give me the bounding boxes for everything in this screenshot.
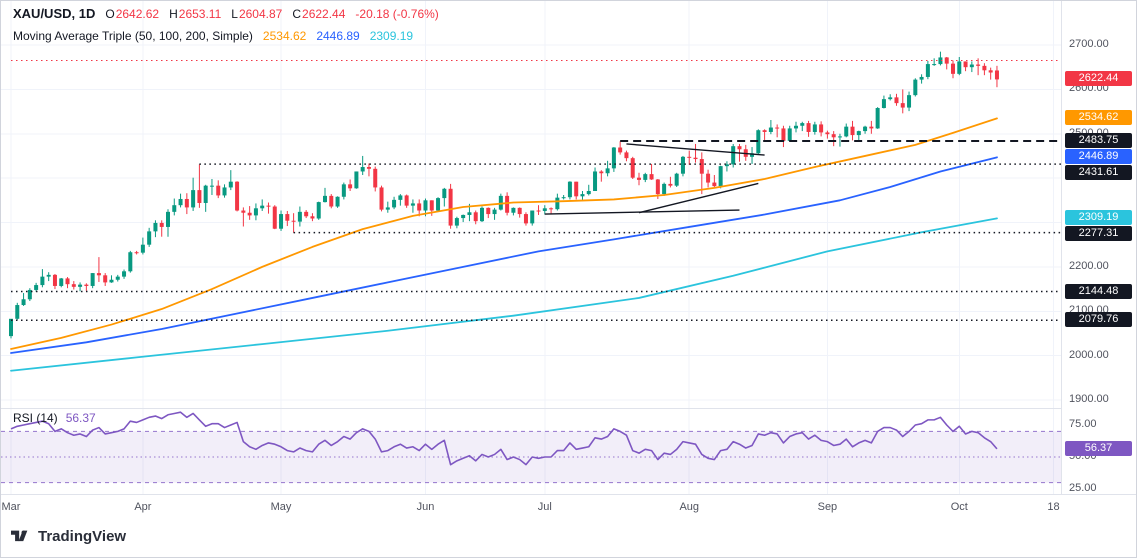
trendline[interactable] [544, 209, 740, 215]
sma100-value: 2446.89 [316, 29, 360, 43]
sma200-value: 2309.19 [369, 29, 414, 43]
time-axis[interactable]: Mar Apr May Jun Jul Aug Sep Oct 18 [1, 494, 1136, 520]
price-axis[interactable]: 2700.002600.002500.002400.002300.002200.… [1061, 1, 1136, 494]
time-label: Apr [134, 501, 152, 513]
tradingview-logo[interactable]: TradingView [11, 528, 126, 545]
rsi-line [10, 411, 998, 466]
price-badge: 2144.48 [1065, 283, 1132, 299]
price-badge: 2534.62 [1065, 110, 1132, 126]
price-badge: 2622.44 [1065, 71, 1132, 87]
ohlc-low: L 2604.87 [231, 7, 283, 21]
symbol-title[interactable]: XAU/USD, 1D [13, 6, 96, 21]
change-value: -20.18 (-0.76%) [355, 7, 439, 21]
price-badge: 2483.75 [1065, 132, 1132, 148]
ohlc-close-value: 2622.44 [302, 7, 346, 21]
main-legend: XAU/USD, 1D O 2642.62 H 2653.11 L 2604.87 C… [13, 6, 439, 52]
sma50-value: 2534.62 [262, 29, 307, 43]
tradingview-logo-mark [11, 530, 28, 542]
rsi-indicator-title[interactable]: RSI (14) [13, 411, 58, 425]
ohlc-open: O 2642.62 [105, 7, 160, 21]
time-label: Sep [817, 501, 838, 513]
time-label: Oct [950, 501, 968, 513]
price-tick-label: 2700.00 [1069, 38, 1109, 50]
price-badge: 2277.31 [1065, 226, 1132, 242]
chart-canvas [1, 1, 1061, 494]
price-badge: 2446.89 [1065, 149, 1132, 165]
trendline[interactable] [638, 182, 759, 214]
rsi-legend: RSI (14) 56.37 [13, 411, 96, 425]
price-tick-label: 2200.00 [1069, 259, 1109, 272]
ohlc-legend-row: XAU/USD, 1D O 2642.62 H 2653.11 L 2604.87 C… [13, 6, 439, 29]
price-badge: 2309.19 [1065, 210, 1132, 226]
drawings[interactable] [11, 60, 1061, 321]
time-label: May [270, 501, 292, 513]
footer: TradingView [1, 520, 1136, 557]
rsi-band [1, 430, 1061, 484]
sma50-line [10, 117, 998, 350]
ohlc-close: C 2622.44 [292, 7, 346, 21]
trendline[interactable] [626, 143, 765, 156]
ma-legend-row: Moving Average Triple (50, 100, 200, Sim… [13, 29, 439, 52]
price-tick-label: 2000.00 [1069, 348, 1109, 361]
rsi-tick-label: 75.00 [1069, 418, 1097, 430]
pane-separator[interactable] [1, 408, 1136, 409]
price-badge: 2431.61 [1065, 165, 1132, 181]
price-tick-label: 1900.00 [1069, 393, 1109, 405]
candles [9, 51, 999, 339]
time-label: Aug [679, 501, 700, 513]
rsi-tick-label: 25.00 [1069, 482, 1097, 494]
ohlc-low-value: 2604.87 [238, 7, 283, 21]
time-label: Mar [1, 501, 21, 513]
ohlc-high: H 2653.11 [169, 7, 222, 21]
ohlc-high-value: 2653.11 [178, 7, 222, 21]
chart-plot-area[interactable]: XAU/USD, 1D O 2642.62 H 2653.11 L 2604.87 C… [1, 1, 1061, 494]
tradingview-logo-text: TradingView [38, 528, 127, 545]
ohlc-open-value: 2642.62 [115, 7, 160, 21]
time-label: Jul [537, 501, 552, 513]
sma100-line [10, 156, 998, 354]
price-badge: 2079.76 [1065, 312, 1132, 328]
rsi-badge: 56.37 [1065, 440, 1132, 456]
grid-lines [1, 1, 1061, 494]
ma-indicator-title[interactable]: Moving Average Triple (50, 100, 200, Sim… [13, 29, 253, 43]
rsi-value: 56.37 [65, 411, 96, 425]
sma200-line [10, 217, 998, 372]
time-label: 18 [1047, 501, 1060, 513]
time-label: Jun [416, 501, 435, 513]
